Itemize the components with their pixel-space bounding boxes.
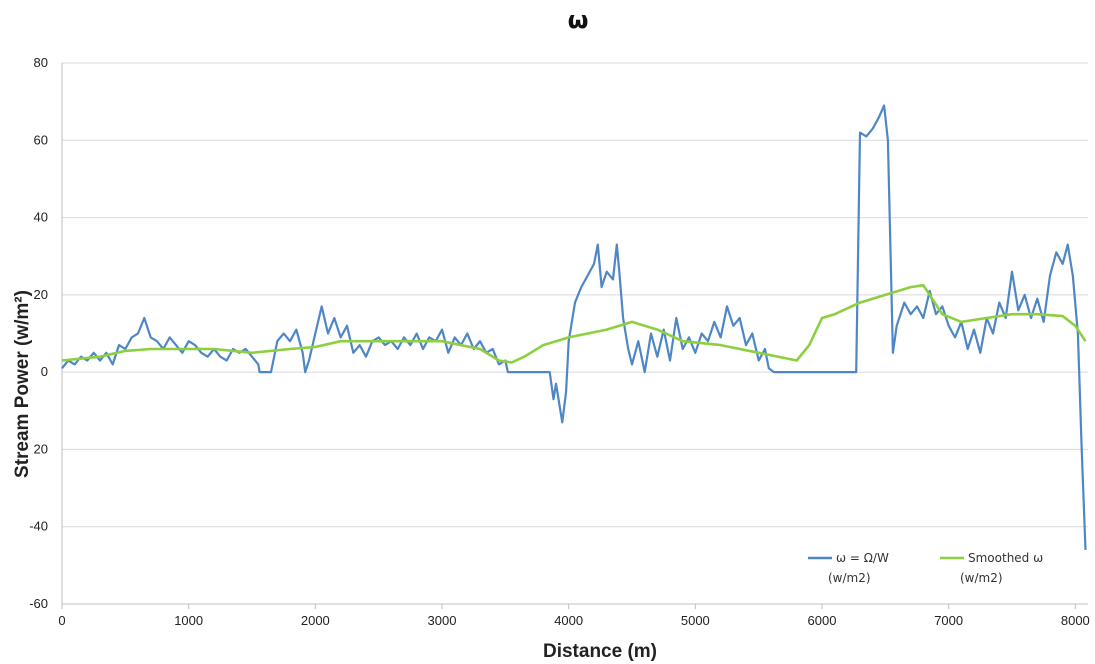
series-lines	[61, 104, 1087, 550]
series-line-smoothed	[61, 283, 1087, 364]
x-tick-label: 2000	[301, 613, 330, 628]
legend: ω = Ω/W (w/m2) Smoothed ω (w/m2)	[808, 551, 1043, 585]
x-axis-title: Distance (m)	[543, 641, 657, 662]
x-tick-label: 8000	[1061, 613, 1090, 628]
y-axis-title: Stream Power (w/m²)	[12, 290, 33, 478]
x-tick-label: 7000	[934, 613, 963, 628]
axes	[61, 63, 1088, 609]
y-tick-label: 0	[41, 364, 48, 379]
legend-entry: Smoothed ω (w/m2)	[940, 551, 1043, 585]
chart-title: ω	[568, 6, 589, 34]
y-tick-label: 20	[34, 287, 48, 302]
y-tick-label: -40	[29, 519, 48, 534]
x-tick-label: 6000	[808, 613, 837, 628]
x-tick-labels: 0 1000 2000 3000 4000 5000 6000 7000 8000	[58, 613, 1089, 628]
legend-label: (w/m2)	[828, 571, 871, 585]
gridlines	[62, 62, 1088, 605]
x-tick-label: 3000	[428, 613, 457, 628]
series-line-raw	[61, 104, 1087, 550]
x-tick-label: 0	[58, 613, 65, 628]
x-tick-label: 5000	[681, 613, 710, 628]
y-tick-label: -60	[29, 596, 48, 611]
legend-entry: ω = Ω/W (w/m2)	[808, 551, 889, 585]
legend-label: ω = Ω/W	[836, 551, 889, 565]
y-tick-label: 60	[34, 132, 48, 147]
y-tick-label: 40	[34, 210, 48, 225]
y-tick-label: 80	[34, 55, 48, 70]
x-tick-label: 4000	[554, 613, 583, 628]
x-tick-label: 1000	[174, 613, 203, 628]
y-tick-label: 20	[34, 441, 48, 456]
legend-label: Smoothed ω	[968, 551, 1043, 565]
y-tick-labels: -60 -40 20 0 20 40 60 80	[29, 55, 48, 611]
legend-label: (w/m2)	[960, 571, 1003, 585]
